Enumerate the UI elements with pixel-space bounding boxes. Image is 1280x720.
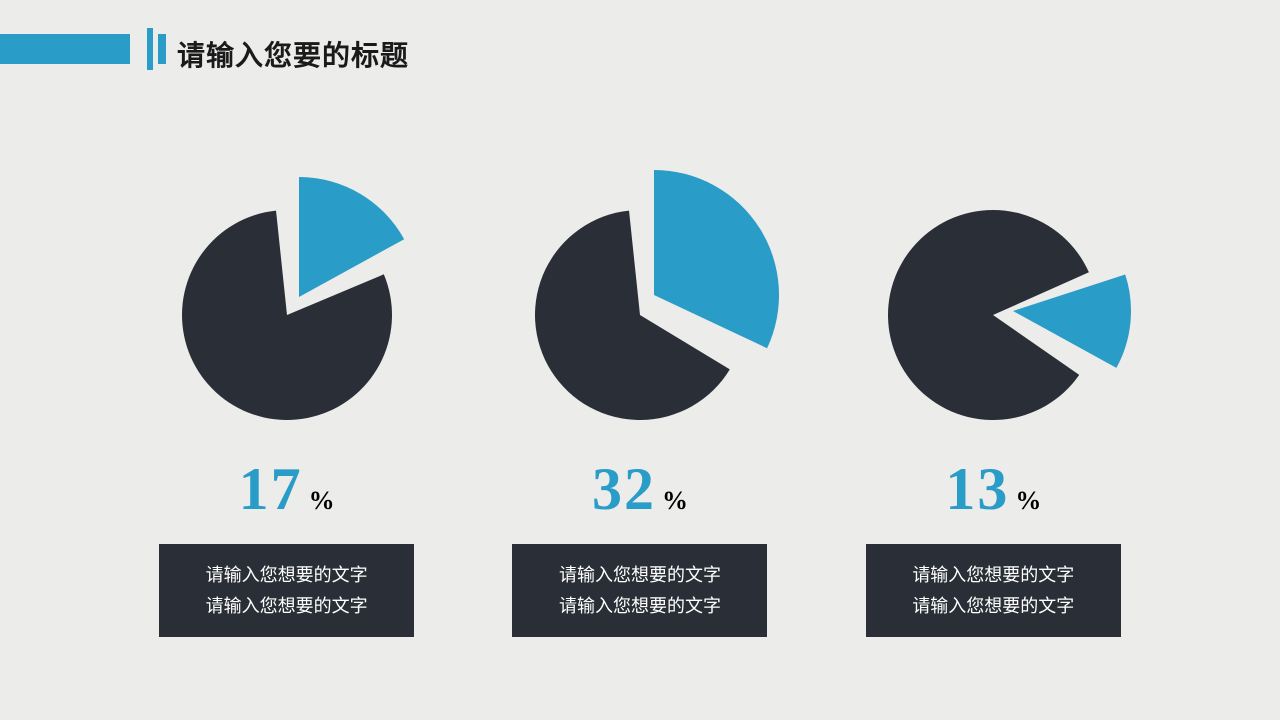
pie-chart-1 xyxy=(490,145,790,445)
title-accent-thin xyxy=(147,28,153,70)
percent-line-2: 13 % xyxy=(945,455,1041,524)
desc-line-1-2: 请输入您想要的文字 xyxy=(524,591,755,622)
percent-value-1: 32 xyxy=(592,455,656,524)
desc-line-1-1: 请输入您想要的文字 xyxy=(524,560,755,591)
pie-chart-0 xyxy=(137,145,437,445)
title-accent-thick xyxy=(158,34,166,64)
desc-box-2: 请输入您想要的文字 请输入您想要的文字 xyxy=(866,544,1121,637)
percent-symbol-1: % xyxy=(662,486,688,516)
chart-col-1: 32 % 请输入您想要的文字 请输入您想要的文字 xyxy=(490,145,790,637)
percent-value-0: 17 xyxy=(239,455,303,524)
pie-svg-0 xyxy=(137,145,437,445)
percent-line-0: 17 % xyxy=(239,455,335,524)
desc-line-0-2: 请输入您想要的文字 xyxy=(171,591,402,622)
desc-box-1: 请输入您想要的文字 请输入您想要的文字 xyxy=(512,544,767,637)
desc-line-2-2: 请输入您想要的文字 xyxy=(878,591,1109,622)
percent-line-1: 32 % xyxy=(592,455,688,524)
desc-line-2-1: 请输入您想要的文字 xyxy=(878,560,1109,591)
desc-box-0: 请输入您想要的文字 请输入您想要的文字 xyxy=(159,544,414,637)
percent-value-2: 13 xyxy=(945,455,1009,524)
page-title: 请输入您要的标题 xyxy=(177,34,409,74)
charts-row: 17 % 请输入您想要的文字 请输入您想要的文字 32 % 请输入您想要的文字 … xyxy=(0,145,1280,637)
pie-chart-2 xyxy=(843,145,1143,445)
pie-svg-2 xyxy=(843,145,1143,445)
chart-col-0: 17 % 请输入您想要的文字 请输入您想要的文字 xyxy=(137,145,437,637)
percent-symbol-2: % xyxy=(1015,486,1041,516)
percent-symbol-0: % xyxy=(309,486,335,516)
pie-svg-1 xyxy=(490,145,790,445)
chart-col-2: 13 % 请输入您想要的文字 请输入您想要的文字 xyxy=(843,145,1143,637)
header-accent-bar xyxy=(0,34,130,64)
desc-line-0-1: 请输入您想要的文字 xyxy=(171,560,402,591)
